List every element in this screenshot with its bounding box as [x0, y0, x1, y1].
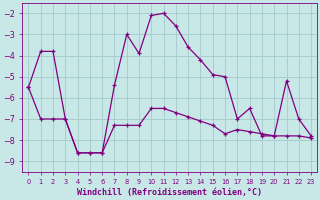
- X-axis label: Windchill (Refroidissement éolien,°C): Windchill (Refroidissement éolien,°C): [77, 188, 262, 197]
